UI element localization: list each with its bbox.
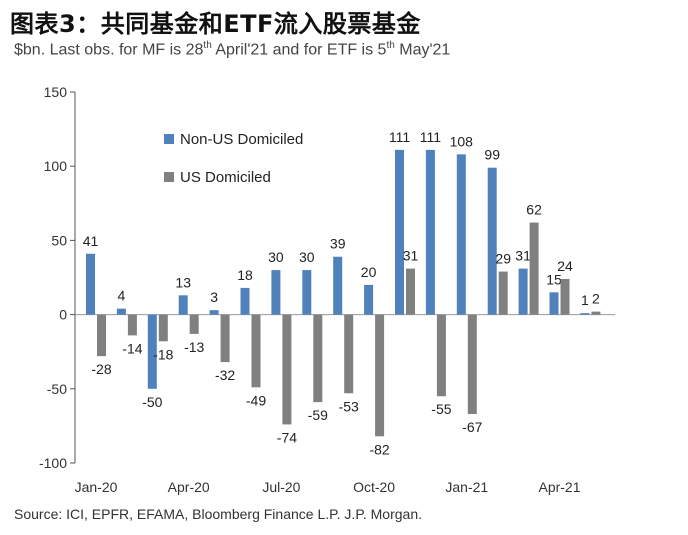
bar-us (220, 314, 230, 363)
data-label-non-us: 4 (118, 288, 126, 304)
bar-non-us (333, 256, 343, 315)
bar-us (560, 278, 570, 315)
bar-us (467, 314, 477, 415)
legend-label-non-us: Non-US Domiciled (180, 131, 303, 148)
data-label-non-us: 13 (175, 274, 191, 290)
bar-non-us (147, 314, 157, 389)
bar-us (313, 314, 323, 403)
bar-non-us (518, 268, 528, 315)
subtitle-middle: April'21 and for ETF is 5 (211, 41, 387, 59)
x-tick-label: Jan-21 (445, 479, 488, 495)
subtitle-suffix: May'21 (394, 41, 451, 59)
bar-non-us (580, 313, 590, 315)
data-label-us: 62 (526, 202, 542, 218)
bar-us (251, 314, 261, 388)
bar-non-us (487, 167, 497, 315)
bar-non-us (302, 270, 312, 315)
bar-non-us (178, 295, 188, 315)
bar-us (127, 314, 137, 336)
data-label-non-us: 99 (484, 147, 500, 163)
data-label-us: -13 (184, 339, 204, 355)
y-tick-label: 100 (44, 158, 68, 174)
data-label-non-us: 111 (420, 129, 441, 145)
x-tick-label: Apr-20 (168, 479, 210, 495)
data-label-non-us: -50 (142, 394, 162, 410)
subtitle-superscript-1: th (203, 40, 212, 51)
x-tick-label: Apr-21 (538, 479, 580, 495)
data-label-non-us: 111 (389, 129, 410, 145)
chart-subtitle: $bn. Last obs. for MF is 28th April'21 a… (14, 40, 450, 59)
data-label-non-us: 108 (450, 133, 474, 149)
bar-us (97, 314, 106, 357)
x-tick-label: Jan-20 (75, 479, 118, 495)
data-label-non-us: 30 (299, 249, 315, 265)
bar-non-us (271, 270, 281, 315)
data-label-us: -67 (462, 419, 482, 435)
bar-non-us (549, 292, 559, 315)
legend-swatch-non-us (164, 134, 174, 144)
data-label-non-us: 3 (210, 289, 218, 305)
x-tick-label: Jul-20 (262, 479, 300, 495)
data-label-us: -74 (277, 429, 297, 445)
bar-non-us (240, 287, 250, 315)
bar-non-us (209, 310, 219, 315)
y-tick-label: -50 (47, 381, 67, 397)
bar-us (158, 314, 168, 342)
data-label-us: -59 (308, 407, 328, 423)
data-label-non-us: 41 (83, 233, 99, 249)
legend-swatch-us (164, 172, 174, 182)
bar-non-us (425, 149, 435, 315)
data-label-us: 31 (403, 248, 419, 264)
bar-non-us (364, 284, 374, 315)
source-note: Source: ICI, EPFR, EFAMA, Bloomberg Fina… (14, 506, 422, 522)
y-tick-label: 150 (44, 84, 68, 100)
subtitle-prefix: $bn. Last obs. for MF is 28 (14, 41, 204, 59)
data-label-us: 29 (495, 251, 511, 267)
bar-us (498, 271, 508, 315)
bar-us (375, 314, 385, 437)
data-label-us: -82 (369, 441, 389, 457)
data-label-us: -55 (431, 401, 451, 417)
data-label-us: 2 (592, 291, 600, 307)
bar-non-us (456, 154, 466, 315)
data-label-non-us: 20 (361, 264, 377, 280)
bar-us (529, 222, 539, 315)
bar-us (436, 314, 446, 397)
chart-title: 图表3：共同基金和ETF流入股票基金 (10, 10, 421, 38)
data-label-us: 24 (557, 258, 573, 274)
data-label-non-us: 15 (546, 271, 562, 287)
data-label-non-us: 39 (330, 236, 346, 252)
y-tick-label: 0 (59, 307, 67, 323)
data-label-us: -53 (339, 398, 359, 414)
data-label-us: -49 (246, 392, 266, 408)
bar-non-us (86, 253, 95, 315)
bar-us (406, 268, 415, 315)
data-label-non-us: 18 (237, 267, 253, 283)
bar-us (282, 314, 292, 425)
data-label-us: -32 (215, 367, 235, 383)
bar-us (591, 311, 601, 315)
data-label-non-us: 31 (515, 248, 531, 264)
data-label-us: -18 (153, 346, 173, 362)
bar-non-us (116, 308, 126, 315)
bar-us (189, 314, 199, 334)
y-tick-label: -100 (39, 455, 67, 471)
y-tick-label: 50 (51, 232, 67, 248)
bar-us (344, 314, 354, 394)
data-label-us: -14 (122, 340, 142, 356)
data-label-us: -28 (91, 361, 111, 377)
data-label-non-us: 30 (268, 249, 284, 265)
subtitle-superscript-2: th (386, 40, 395, 51)
legend-label-us: US Domiciled (180, 169, 271, 186)
bar-non-us (395, 149, 404, 315)
x-tick-label: Oct-20 (353, 479, 395, 495)
data-label-non-us: 1 (581, 292, 589, 308)
